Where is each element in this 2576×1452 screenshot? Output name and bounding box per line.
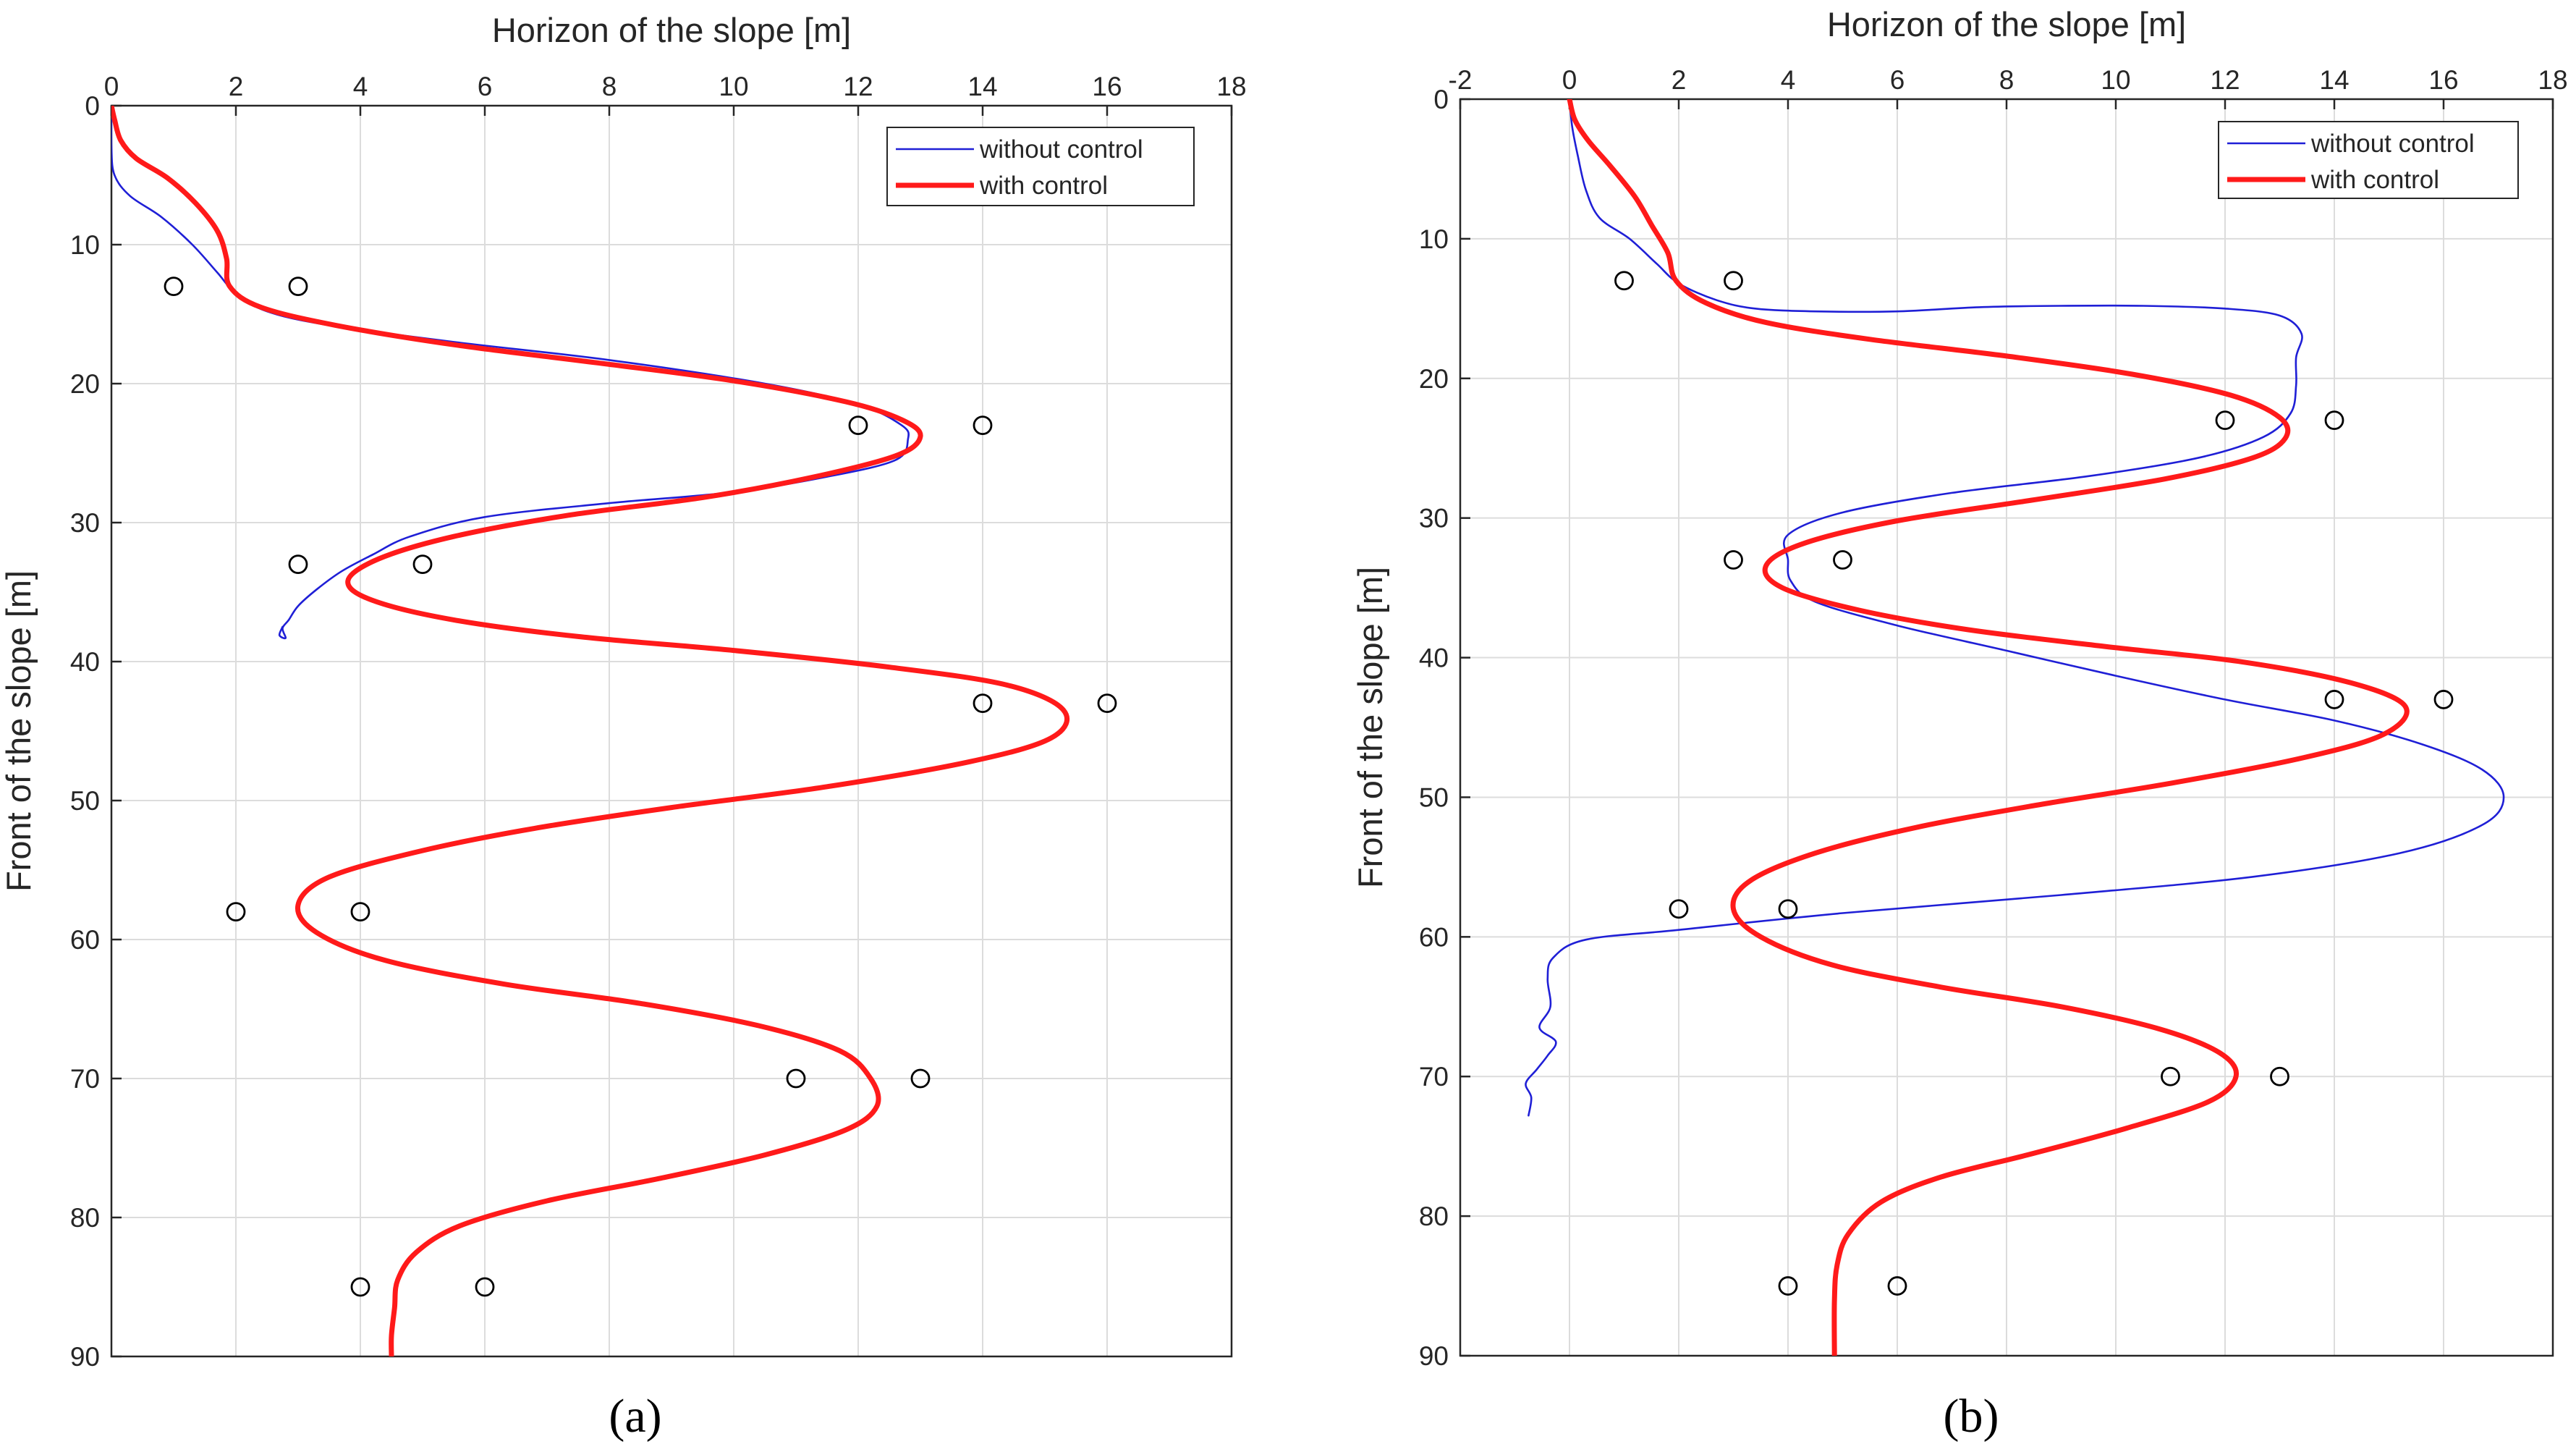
data-marker xyxy=(1724,271,1743,291)
grid xyxy=(1459,98,2554,1356)
data-marker xyxy=(910,1068,931,1089)
y-tick-label: 0 xyxy=(1433,85,1449,114)
data-marker xyxy=(2324,410,2344,431)
x-tick-label: 2 xyxy=(1672,65,1687,95)
y-tick-label: 30 xyxy=(70,508,100,538)
legend-box xyxy=(886,127,1195,206)
data-marker xyxy=(973,693,993,713)
y-tick-label: 20 xyxy=(1419,364,1449,394)
legend-label-without-control: without control xyxy=(2310,130,2475,158)
x-tick-label: 16 xyxy=(1092,72,1122,101)
x-tick-label: 10 xyxy=(2101,65,2130,95)
y-tick-label: 70 xyxy=(1419,1062,1449,1092)
data-marker xyxy=(1778,1276,1798,1296)
x-tick-label: 0 xyxy=(104,72,119,101)
figure-caption: (a) xyxy=(609,1390,661,1443)
data-marker xyxy=(1887,1276,1907,1296)
data-marker xyxy=(412,554,433,574)
data-marker xyxy=(848,415,868,435)
data-marker xyxy=(288,277,308,297)
y-tick-label: 60 xyxy=(70,925,100,955)
data-marker xyxy=(2270,1066,2289,1086)
legend-label-with-control: with control xyxy=(979,172,1108,200)
data-marker xyxy=(1097,693,1117,713)
x-axis-title: Horizon of the slope [m] xyxy=(1827,5,2186,43)
x-tick-label: 8 xyxy=(1999,65,2014,95)
chart-a: 0 2 4 6 8 10 12 14 16 18 0 10 20 30 40 50 60 70 80 90 Horizo… xyxy=(0,11,1247,1443)
data-marker xyxy=(350,902,370,921)
data-marker xyxy=(1614,271,1634,291)
x-tick-label: 2 xyxy=(229,72,244,101)
x-tick-label: 12 xyxy=(843,72,873,101)
chart-b: -2 0 2 4 6 8 10 12 14 16 180102030405060708090Hori… xyxy=(1351,5,2568,1443)
data-marker xyxy=(1724,550,1743,570)
data-marker xyxy=(475,1277,495,1297)
data-marker xyxy=(786,1068,806,1089)
legend: without control with control xyxy=(2218,121,2519,199)
y-tick-label: 10 xyxy=(1419,224,1449,254)
y-tick-label: 40 xyxy=(70,647,100,677)
x-tick-label: 18 xyxy=(2538,65,2567,95)
y-tick-label: 50 xyxy=(70,786,100,816)
data-marker xyxy=(288,554,308,574)
data-marker xyxy=(350,1277,370,1297)
legend-label-with-control: with control xyxy=(2310,166,2439,194)
series-group xyxy=(1525,99,2505,1356)
x-tick-label: 6 xyxy=(478,72,493,101)
y-tick-label: 90 xyxy=(70,1342,100,1372)
x-tick-label: 16 xyxy=(2428,65,2458,95)
data-marker xyxy=(1778,899,1798,919)
y-axis-title: Front of the slope [m] xyxy=(0,570,38,892)
x-tick-label: 10 xyxy=(719,72,748,101)
x-tick-label: 14 xyxy=(2319,65,2349,95)
y-tick-label: 90 xyxy=(1419,1341,1449,1371)
data-marker xyxy=(973,415,993,435)
y-tick-label: 20 xyxy=(70,369,100,399)
x-axis-title: Horizon of the slope [m] xyxy=(492,11,851,49)
y-tick-label: 30 xyxy=(1419,504,1449,533)
series-line-without-control xyxy=(1525,99,2505,1117)
data-marker xyxy=(2161,1066,2180,1086)
y-tick-label: 70 xyxy=(70,1064,100,1094)
series-line-with-control xyxy=(1567,99,2410,1356)
x-tick-label: 12 xyxy=(2210,65,2240,95)
x-tick-label: -2 xyxy=(1449,65,1473,95)
y-tick-label: 80 xyxy=(70,1203,100,1233)
y-tick-label: 60 xyxy=(1419,922,1449,952)
legend-box xyxy=(2218,121,2519,199)
x-tick-label: 0 xyxy=(1562,65,1577,95)
data-marker xyxy=(2324,690,2344,709)
y-tick-label: 0 xyxy=(85,91,100,121)
y-tick-label: 10 xyxy=(70,230,100,260)
y-tick-label: 50 xyxy=(1419,782,1449,812)
data-marker xyxy=(1833,550,1852,570)
data-marker xyxy=(1669,899,1689,919)
y-tick-label: 80 xyxy=(1419,1202,1449,1231)
data-marker xyxy=(2215,410,2235,431)
x-tick-label: 6 xyxy=(1890,65,1905,95)
x-tick-label: 4 xyxy=(1781,65,1796,95)
series-line-without-control xyxy=(111,106,910,640)
data-marker xyxy=(226,902,246,921)
x-tick-label: 8 xyxy=(602,72,617,101)
data-marker xyxy=(2433,690,2454,709)
legend-label-without-control: without control xyxy=(979,135,1143,164)
series-line-with-control xyxy=(111,106,1069,1356)
plot-frame xyxy=(110,104,1233,1358)
data-marker xyxy=(164,277,184,297)
legend: without control with control xyxy=(886,127,1195,206)
figure-caption: (b) xyxy=(1944,1390,1999,1443)
x-tick-label: 14 xyxy=(967,72,997,101)
x-tick-label: 4 xyxy=(353,72,368,101)
y-tick-label: 40 xyxy=(1419,643,1449,673)
series-group xyxy=(111,106,1069,1356)
y-axis-title: Front of the slope [m] xyxy=(1351,567,1389,888)
x-tick-label: 18 xyxy=(1216,72,1246,101)
